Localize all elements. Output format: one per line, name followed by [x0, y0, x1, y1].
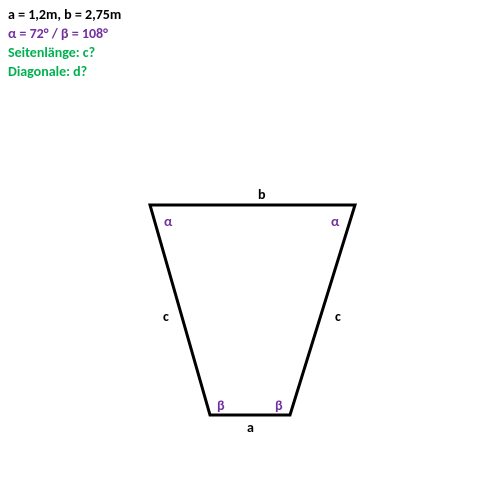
edge-label-c: c [163, 308, 169, 325]
angle-label-1: α [331, 213, 340, 230]
edge-label-a: a [247, 419, 254, 436]
angle-label-2: β [217, 397, 225, 414]
angle-label-0: α [164, 213, 173, 230]
angle-label-3: β [275, 397, 283, 414]
trapezoid-shape [150, 205, 355, 415]
edge-label-c: c [335, 308, 341, 325]
trapezoid-diagram: b c a c α α β β [0, 0, 500, 500]
edge-label-b: b [258, 186, 266, 203]
